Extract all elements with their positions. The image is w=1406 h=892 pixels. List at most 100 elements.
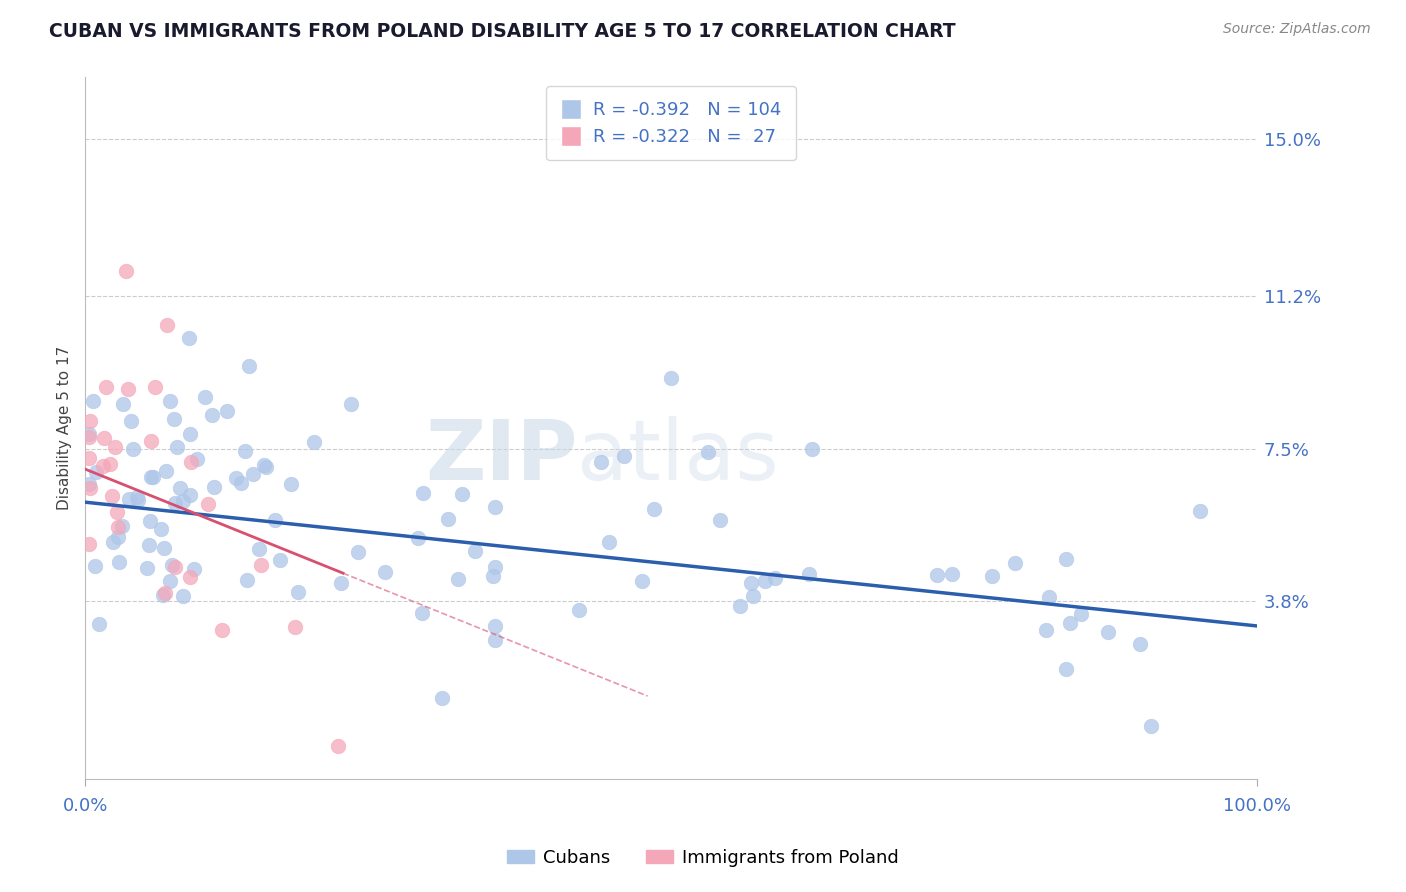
Point <box>179 427 201 442</box>
Point <box>1054 552 1077 566</box>
Point <box>139 514 162 528</box>
Point <box>211 623 233 637</box>
Point <box>484 619 506 633</box>
Point <box>339 397 361 411</box>
Point <box>1070 607 1092 622</box>
Point <box>264 513 287 527</box>
Point <box>159 393 181 408</box>
Point <box>1038 590 1060 604</box>
Point <box>172 590 194 604</box>
Point <box>229 476 252 491</box>
Point <box>165 496 187 510</box>
Point <box>127 492 149 507</box>
Point <box>763 571 786 585</box>
Point <box>200 409 222 423</box>
Point <box>77 537 100 551</box>
Point <box>101 489 124 503</box>
Point <box>1097 625 1119 640</box>
Point <box>108 555 131 569</box>
Point <box>254 459 277 474</box>
Point <box>432 691 454 706</box>
Point <box>197 497 219 511</box>
Legend: Cubans, Immigrants from Poland: Cubans, Immigrants from Poland <box>499 842 907 874</box>
Point <box>269 553 291 567</box>
Point <box>437 512 460 526</box>
Point <box>464 544 486 558</box>
Point <box>165 560 187 574</box>
Point <box>156 318 179 332</box>
Point <box>484 500 506 514</box>
Point <box>135 561 157 575</box>
Point <box>115 264 138 278</box>
Point <box>1059 615 1081 630</box>
Point <box>659 371 682 385</box>
Point <box>179 488 201 502</box>
Point <box>728 599 751 613</box>
Point <box>302 434 325 449</box>
Point <box>408 532 430 546</box>
Point <box>242 467 264 482</box>
Point <box>166 440 188 454</box>
Point <box>91 459 114 474</box>
Point <box>215 404 238 418</box>
Point <box>754 574 776 589</box>
Point <box>111 519 134 533</box>
Point <box>233 443 256 458</box>
Point <box>98 457 121 471</box>
Point <box>598 534 620 549</box>
Point <box>225 470 247 484</box>
Point <box>186 452 208 467</box>
Point <box>236 573 259 587</box>
Point <box>484 633 506 648</box>
Point <box>79 414 101 428</box>
Point <box>482 569 505 583</box>
Point <box>330 576 353 591</box>
Point <box>117 382 139 396</box>
Point <box>800 442 823 456</box>
Point <box>179 331 201 345</box>
Point <box>925 568 948 582</box>
Point <box>77 450 100 465</box>
Point <box>643 502 665 516</box>
Point <box>630 574 652 588</box>
Legend: R = -0.392   N = 104, R = -0.322   N =  27: R = -0.392 N = 104, R = -0.322 N = 27 <box>546 87 796 161</box>
Point <box>160 558 183 572</box>
Point <box>446 572 468 586</box>
Point <box>105 505 128 519</box>
Point <box>1188 504 1211 518</box>
Point <box>152 588 174 602</box>
Point <box>77 427 100 442</box>
Point <box>1035 623 1057 637</box>
Point <box>1004 556 1026 570</box>
Point <box>127 490 149 504</box>
Point <box>183 562 205 576</box>
Point <box>139 469 162 483</box>
Point <box>250 558 273 573</box>
Point <box>84 465 107 479</box>
Point <box>1054 662 1077 676</box>
Point <box>709 513 731 527</box>
Text: CUBAN VS IMMIGRANTS FROM POLAND DISABILITY AGE 5 TO 17 CORRELATION CHART: CUBAN VS IMMIGRANTS FROM POLAND DISABILI… <box>49 22 956 41</box>
Point <box>287 584 309 599</box>
Point <box>412 486 434 500</box>
Point <box>142 470 165 484</box>
Point <box>107 520 129 534</box>
Text: atlas: atlas <box>578 416 779 497</box>
Point <box>152 541 174 556</box>
Point <box>104 440 127 454</box>
Point <box>84 559 107 574</box>
Point <box>742 590 765 604</box>
Point <box>194 390 217 404</box>
Point <box>149 522 172 536</box>
Point <box>87 617 110 632</box>
Point <box>122 442 145 456</box>
Point <box>120 415 142 429</box>
Point <box>82 393 104 408</box>
Point <box>346 545 368 559</box>
Point <box>373 565 395 579</box>
Point <box>138 538 160 552</box>
Point <box>980 568 1002 582</box>
Point <box>155 586 177 600</box>
Point <box>1140 719 1163 733</box>
Point <box>141 434 163 449</box>
